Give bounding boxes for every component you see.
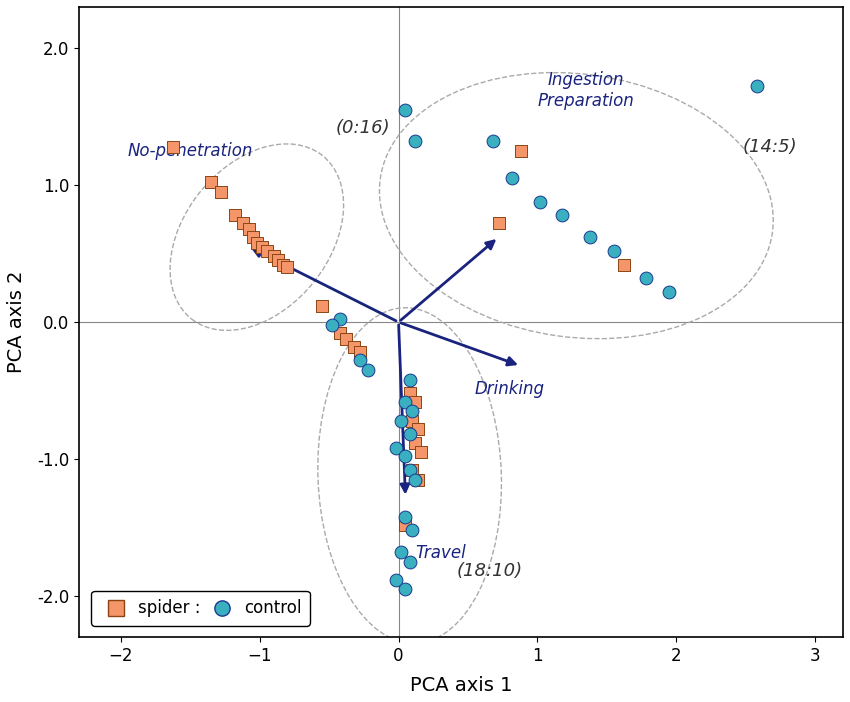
Point (325, 319, 338, 331)
Point (361, 364, 375, 376)
Point (389, 574, 403, 585)
Point (405, 415, 419, 426)
Text: No-penetration: No-penetration (128, 143, 253, 160)
Point (214, 186, 228, 197)
Point (405, 465, 419, 476)
Point (271, 255, 285, 266)
Point (408, 474, 422, 485)
Point (405, 524, 419, 536)
Point (663, 286, 677, 298)
Point (399, 396, 412, 407)
Point (399, 519, 412, 531)
Point (241, 223, 255, 234)
Point (403, 429, 416, 440)
Point (514, 145, 528, 157)
Point (403, 388, 416, 399)
Point (399, 511, 412, 522)
Point (534, 196, 547, 207)
Point (583, 232, 597, 243)
Text: (0:16): (0:16) (336, 119, 391, 136)
Point (403, 556, 416, 567)
Point (506, 173, 519, 184)
Point (403, 374, 416, 385)
Point (408, 135, 422, 147)
Point (256, 241, 269, 252)
Point (751, 81, 764, 92)
Point (348, 341, 361, 352)
Point (339, 333, 353, 344)
Point (399, 104, 412, 115)
Point (394, 547, 408, 558)
Point (486, 135, 500, 147)
Point (246, 232, 259, 243)
Point (403, 465, 416, 476)
Point (411, 474, 425, 485)
Point (639, 272, 653, 284)
Point (408, 396, 422, 407)
Text: Drinking: Drinking (475, 380, 545, 397)
Y-axis label: PCA axis 2: PCA axis 2 (7, 271, 26, 373)
Legend: spider :, control: spider :, control (91, 591, 309, 625)
Text: (18:10): (18:10) (456, 562, 523, 581)
Point (617, 259, 631, 270)
Point (333, 314, 347, 325)
Point (394, 415, 408, 426)
Point (250, 237, 264, 249)
Point (276, 259, 290, 270)
Point (204, 177, 218, 188)
Point (405, 406, 419, 417)
Point (607, 245, 620, 256)
Point (353, 355, 366, 366)
Point (280, 262, 294, 273)
Point (414, 446, 428, 458)
Text: (14:5): (14:5) (743, 138, 797, 156)
Point (389, 442, 403, 453)
Text: Travel: Travel (415, 544, 466, 562)
Point (411, 423, 425, 435)
Point (408, 437, 422, 449)
Point (315, 300, 329, 311)
Point (333, 327, 347, 338)
Point (399, 583, 412, 595)
Point (556, 210, 570, 221)
Point (260, 245, 274, 256)
Point (399, 451, 412, 462)
Point (492, 218, 506, 229)
Text: Ingestion
Preparation: Ingestion Preparation (538, 71, 634, 110)
X-axis label: PCA axis 1: PCA axis 1 (410, 676, 513, 695)
Point (228, 210, 241, 221)
Point (353, 347, 366, 358)
Point (167, 141, 180, 152)
Point (267, 251, 280, 262)
Point (236, 218, 250, 229)
